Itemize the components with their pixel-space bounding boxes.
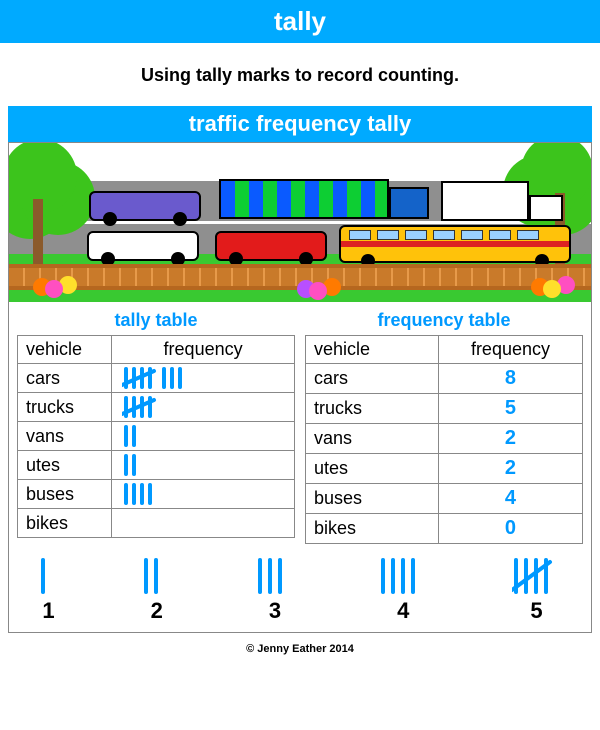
table-row: vans2 [306, 424, 583, 454]
subtitle-bar: traffic frequency tally [8, 106, 592, 142]
vehicle-cell: bikes [18, 509, 112, 538]
vehicle-cell: buses [306, 484, 439, 514]
tally-col-frequency: frequency [112, 336, 295, 364]
legend-number: 3 [256, 598, 295, 624]
legend-number: 4 [379, 598, 428, 624]
tally-table: vehicle frequency carstrucksvansutesbuse… [17, 335, 295, 538]
vehicle-cell: cars [306, 364, 439, 394]
table-row: cars [18, 364, 295, 393]
frequency-value: 5 [438, 394, 582, 424]
car-icon [87, 231, 199, 261]
table-row: bikes [18, 509, 295, 538]
subtitle-text: traffic frequency tally [189, 111, 412, 136]
tally-marks-icon [379, 558, 428, 594]
tally-marks-cell [112, 393, 295, 422]
legend-item: 1 [39, 558, 58, 624]
tally-marks-icon [142, 558, 171, 594]
fence-icon [9, 264, 591, 290]
title-bar: tally [0, 0, 600, 43]
legend-item: 2 [142, 558, 171, 624]
legend-number: 2 [142, 598, 171, 624]
vehicle-cell: trucks [18, 393, 112, 422]
frequency-value: 2 [438, 454, 582, 484]
vehicle-cell: trucks [306, 394, 439, 424]
legend-item: 3 [256, 558, 295, 624]
copyright-text: © Jenny Eather 2014 [0, 643, 600, 655]
ute-icon [89, 191, 201, 221]
flower-icon [543, 280, 561, 298]
vehicle-cell: bikes [306, 514, 439, 544]
table-row: buses [18, 480, 295, 509]
table-row: trucks5 [306, 394, 583, 424]
vehicle-cell: vans [18, 422, 112, 451]
tally-marks-icon [39, 558, 58, 594]
table-row: bikes0 [306, 514, 583, 544]
vehicle-cell: utes [306, 454, 439, 484]
page-title: tally [274, 6, 326, 36]
freq-col-frequency: frequency [438, 336, 582, 364]
flower-icon [45, 280, 63, 298]
tally-marks-cell [112, 364, 295, 393]
tally-marks-icon [512, 558, 561, 594]
legend-number: 1 [39, 598, 58, 624]
vehicle-cell: buses [18, 480, 112, 509]
van-icon [441, 181, 529, 221]
tally-marks-icon [256, 558, 295, 594]
freq-col-vehicle: vehicle [306, 336, 439, 364]
vehicle-cell: cars [18, 364, 112, 393]
frequency-table-label: frequency table [305, 310, 583, 331]
vehicle-cell: utes [18, 451, 112, 480]
frequency-table: vehicle frequency cars8trucks5vans2utes2… [305, 335, 583, 544]
bus-icon [339, 225, 571, 263]
tally-legend: 1 2 3 4 5 [8, 544, 592, 633]
frequency-value: 2 [438, 424, 582, 454]
frequency-value: 4 [438, 484, 582, 514]
truck-icon [219, 179, 389, 219]
table-row: buses4 [306, 484, 583, 514]
vehicle-cell: vans [306, 424, 439, 454]
legend-item: 4 [379, 558, 428, 624]
tally-marks-cell [112, 422, 295, 451]
tables-container: tally table vehicle frequency carstrucks… [8, 302, 592, 544]
table-row: vans [18, 422, 295, 451]
table-row: cars8 [306, 364, 583, 394]
legend-number: 5 [512, 598, 561, 624]
tally-marks-cell [112, 480, 295, 509]
table-row: utes [18, 451, 295, 480]
legend-item: 5 [512, 558, 561, 624]
definition-text: Using tally marks to record counting. [0, 43, 600, 106]
frequency-value: 0 [438, 514, 582, 544]
table-row: trucks [18, 393, 295, 422]
traffic-illustration [8, 142, 592, 302]
frequency-value: 8 [438, 364, 582, 394]
tally-table-block: tally table vehicle frequency carstrucks… [17, 310, 295, 544]
tally-table-label: tally table [17, 310, 295, 331]
flower-icon [309, 282, 327, 300]
tally-col-vehicle: vehicle [18, 336, 112, 364]
frequency-table-block: frequency table vehicle frequency cars8t… [305, 310, 583, 544]
car-icon [215, 231, 327, 261]
table-row: utes2 [306, 454, 583, 484]
tally-marks-cell [112, 451, 295, 480]
tally-marks-cell [112, 509, 295, 538]
